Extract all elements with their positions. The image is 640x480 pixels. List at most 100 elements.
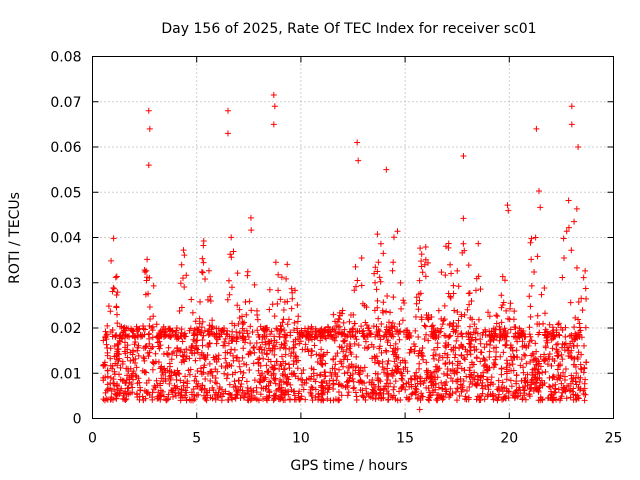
data-point — [401, 357, 408, 364]
data-point — [415, 306, 422, 313]
data-point — [310, 366, 317, 373]
data-point — [282, 331, 289, 338]
data-point — [107, 385, 114, 392]
data-point — [155, 359, 162, 366]
data-point — [368, 381, 375, 388]
data-point — [507, 326, 514, 333]
data-point — [105, 303, 112, 310]
data-point — [200, 332, 207, 339]
data-point — [424, 259, 431, 266]
data-point — [335, 397, 342, 404]
data-point — [341, 337, 348, 344]
data-point — [253, 396, 260, 403]
data-point — [126, 334, 133, 341]
data-point — [236, 306, 243, 313]
data-point — [481, 396, 488, 403]
data-point — [384, 293, 391, 300]
data-point — [532, 355, 539, 362]
data-point — [188, 389, 195, 396]
data-point — [363, 304, 370, 311]
data-point — [549, 345, 556, 352]
data-point — [505, 388, 512, 395]
data-point — [223, 359, 230, 366]
data-point — [433, 396, 440, 403]
data-point — [383, 166, 390, 173]
data-point — [318, 379, 325, 386]
data-point — [243, 327, 250, 334]
data-point — [239, 374, 246, 381]
data-point — [250, 344, 257, 351]
data-point — [140, 354, 147, 361]
data-point — [168, 356, 175, 363]
data-point — [107, 308, 114, 315]
data-point — [340, 348, 347, 355]
data-point — [146, 304, 153, 311]
data-point — [308, 392, 315, 399]
data-point — [412, 327, 419, 334]
data-point — [546, 383, 553, 390]
data-point — [391, 358, 398, 365]
data-point — [157, 333, 164, 340]
data-point — [501, 384, 508, 391]
data-point — [333, 334, 340, 341]
data-point — [330, 380, 337, 387]
data-point — [560, 369, 567, 376]
data-point — [159, 388, 166, 395]
data-point — [231, 346, 238, 353]
data-point — [385, 396, 392, 403]
data-point — [434, 327, 441, 334]
data-point — [338, 344, 345, 351]
data-point — [469, 334, 476, 341]
data-point — [250, 360, 257, 367]
data-point — [160, 350, 167, 357]
data-point — [494, 313, 501, 320]
data-point — [505, 315, 512, 322]
data-point — [382, 383, 389, 390]
data-point — [159, 369, 166, 376]
data-point — [389, 319, 396, 326]
data-point — [237, 395, 244, 402]
data-point — [458, 330, 465, 337]
data-point — [186, 327, 193, 334]
data-point — [287, 381, 294, 388]
data-point — [282, 371, 289, 378]
data-point — [407, 375, 414, 382]
data-point — [133, 390, 140, 397]
data-point — [109, 288, 116, 295]
data-point — [508, 383, 515, 390]
data-point — [535, 188, 542, 195]
data-point — [213, 330, 220, 337]
data-point — [278, 389, 285, 396]
data-point — [400, 366, 407, 373]
data-point — [209, 317, 216, 324]
data-point — [363, 322, 370, 329]
data-point — [418, 258, 425, 265]
data-point — [234, 302, 241, 309]
data-point — [107, 362, 114, 369]
data-point — [546, 321, 553, 328]
x-tick-label: 25 — [605, 431, 623, 447]
data-point — [452, 351, 459, 358]
data-point — [122, 397, 129, 404]
data-point — [215, 394, 222, 401]
data-point — [536, 329, 543, 336]
data-point — [234, 270, 241, 277]
data-point — [282, 351, 289, 358]
data-point — [413, 388, 420, 395]
data-point — [196, 320, 203, 327]
data-point — [387, 342, 394, 349]
data-point — [199, 269, 206, 276]
data-point — [255, 367, 262, 374]
data-point — [446, 391, 453, 398]
data-point — [254, 316, 261, 323]
y-axis-tick-labels: 0 0.01 0.02 0.03 0.04 0.05 0.06 0.07 0.08 — [50, 50, 81, 428]
data-point — [555, 386, 562, 393]
data-point — [469, 380, 476, 387]
data-point — [346, 340, 353, 347]
data-point — [372, 264, 379, 271]
data-point — [227, 350, 234, 357]
data-point — [305, 348, 312, 355]
data-point — [505, 207, 512, 214]
data-point — [145, 377, 152, 384]
data-point — [375, 259, 382, 266]
